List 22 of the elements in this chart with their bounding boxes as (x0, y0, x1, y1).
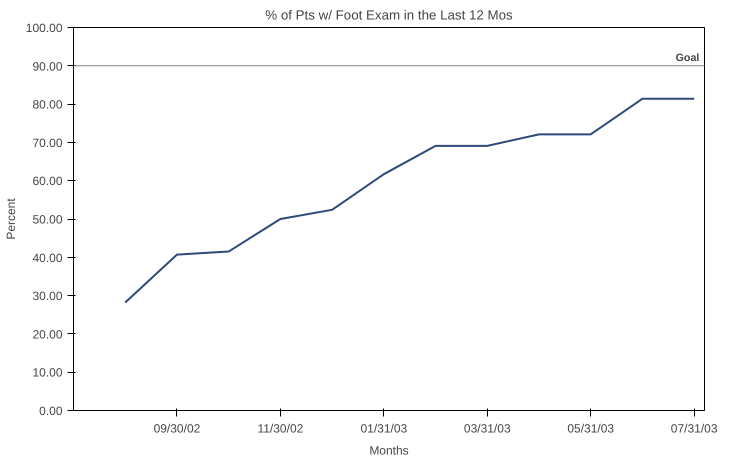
y-tick-label: 60.00 (32, 174, 63, 188)
y-tick-label: 100.00 (26, 21, 63, 35)
y-tick-label: 30.00 (32, 289, 63, 304)
y-tick-label: 70.00 (32, 136, 63, 150)
y-tick-label: 90.00 (32, 59, 63, 74)
y-tick-label: 40.00 (32, 250, 63, 265)
y-tick-label: 80.00 (32, 98, 63, 112)
y-tick-label: 50.00 (32, 212, 63, 226)
x-tick-label: 11/30/02 (257, 422, 304, 436)
x-tick-label: 07/31/03 (670, 422, 718, 436)
x-tick-label: 01/31/03 (360, 422, 408, 436)
chart-title: % of Pts w/ Foot Exam in the Last 12 Mos (265, 8, 514, 22)
y-tick-label: 20.00 (32, 327, 63, 342)
ref-line-label: Goal (676, 52, 700, 64)
x-axis-title: Months (369, 444, 409, 458)
y-axis-title: Percent (4, 198, 18, 240)
x-tick-label: 05/31/03 (567, 422, 614, 436)
y-tick-label: 10.00 (32, 366, 63, 380)
x-tick-label: 03/31/03 (464, 422, 511, 436)
y-tick-label: 0.00 (39, 404, 63, 418)
line-series (124, 98, 696, 304)
x-tick-label: 09/30/02 (154, 422, 201, 436)
